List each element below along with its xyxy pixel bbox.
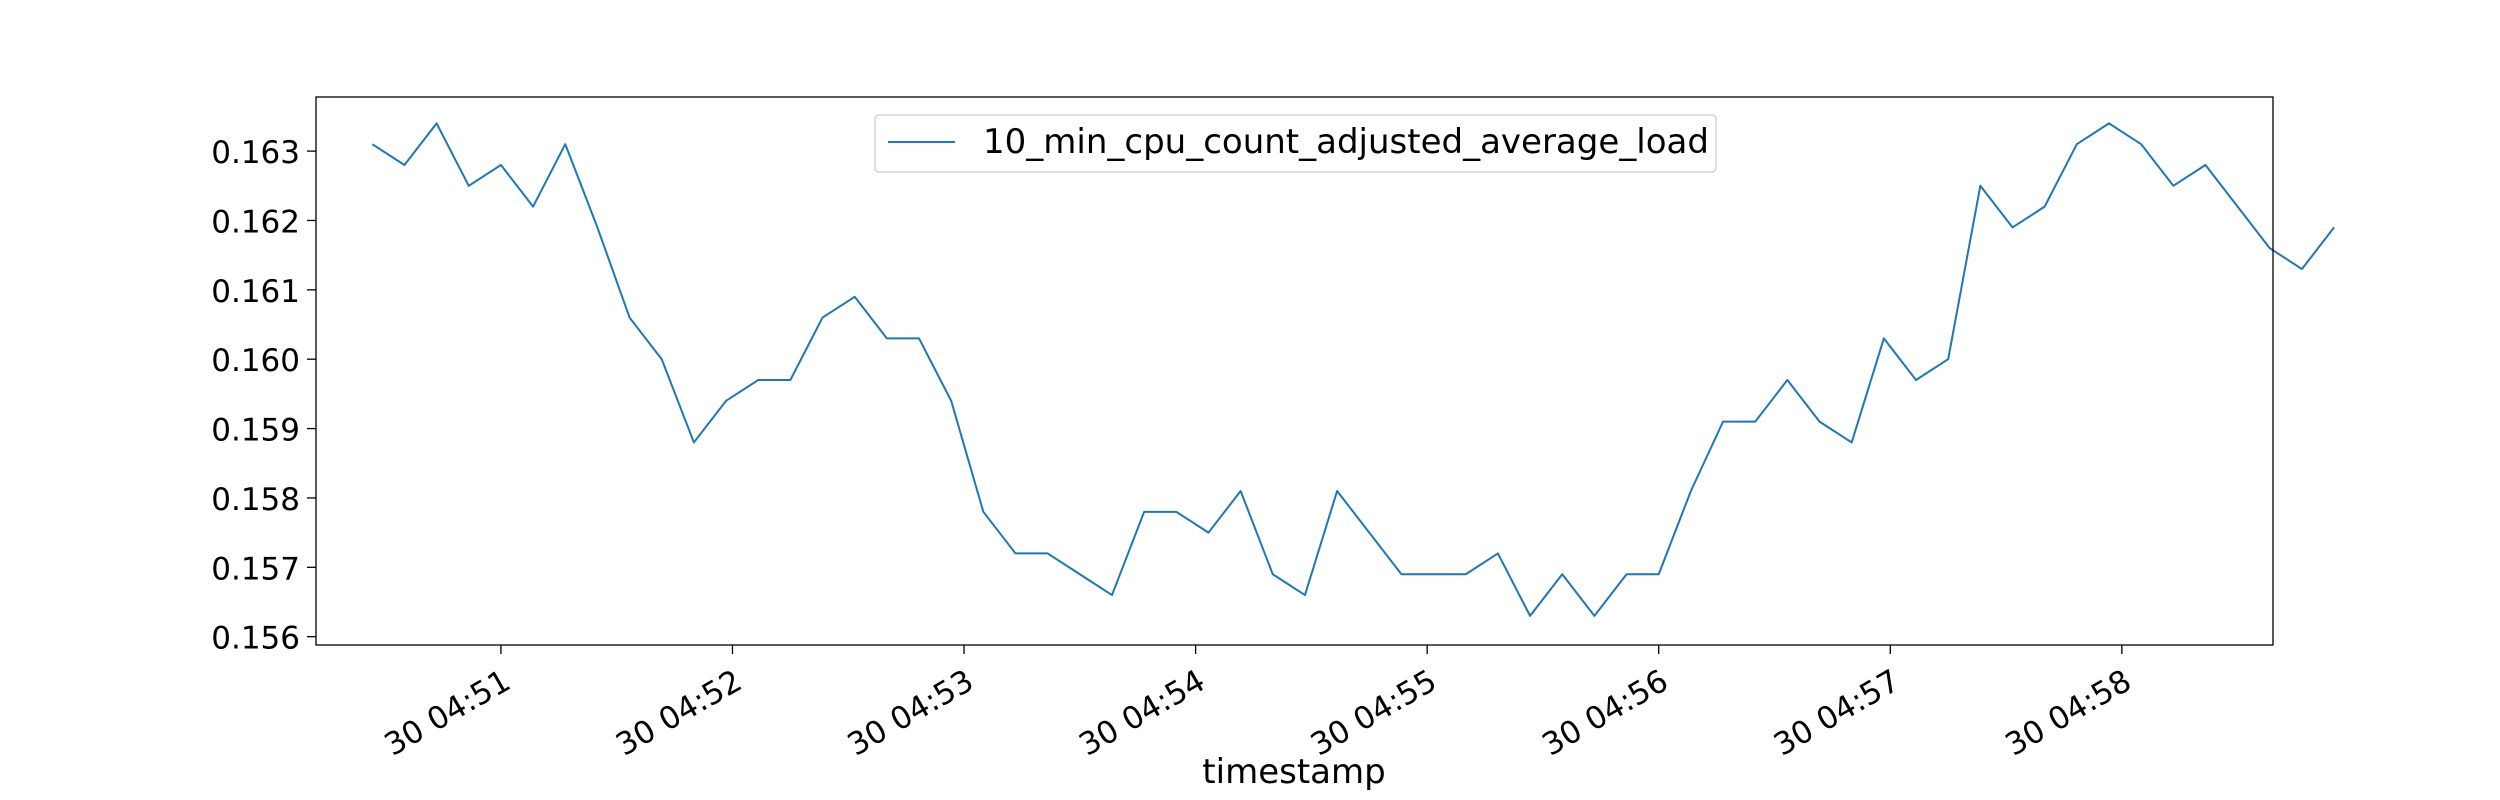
x-tick-label: 30 04:53: [842, 663, 980, 763]
y-tick-label: 0.160: [211, 343, 300, 379]
x-tick-label: 30 04:51: [378, 663, 516, 763]
x-tick-label: 30 04:58: [1999, 663, 2137, 763]
y-tick-label: 0.157: [211, 551, 300, 587]
legend-box: [874, 114, 1717, 173]
y-tick-label: 0.161: [211, 274, 300, 310]
x-tick-label: 30 04:55: [1305, 663, 1443, 763]
y-tick-label: 0.159: [211, 413, 300, 449]
y-tick-label: 0.156: [211, 621, 300, 657]
plot-frame: [315, 96, 2274, 646]
series-line: [371, 122, 2335, 617]
x-axis-label: timestamp: [1202, 752, 1385, 792]
y-tick-label: 0.163: [211, 135, 300, 171]
x-tick-label: 30 04:57: [1768, 663, 1906, 763]
y-tick-label: 0.158: [211, 482, 300, 518]
x-tick-label: 30 04:52: [610, 663, 748, 763]
series-group: [371, 122, 2335, 617]
x-tick-label: 30 04:54: [1073, 663, 1211, 763]
y-axis-ticks: 0.156 0.157 0.158 0.159 0.160 0.161 0.162 0.163: [211, 135, 316, 657]
y-tick-label: 0.162: [211, 204, 300, 240]
x-tick-label: 30 04:56: [1536, 663, 1674, 763]
x-axis-ticks: 30 04:51 30 04:52 30 04:53 30 04:54 30 04:55…: [378, 645, 2137, 763]
legend: 10_min_cpu_count_adjusted_average_load: [874, 114, 1717, 173]
legend-label: 10_min_cpu_count_adjusted_average_load: [983, 122, 1709, 162]
